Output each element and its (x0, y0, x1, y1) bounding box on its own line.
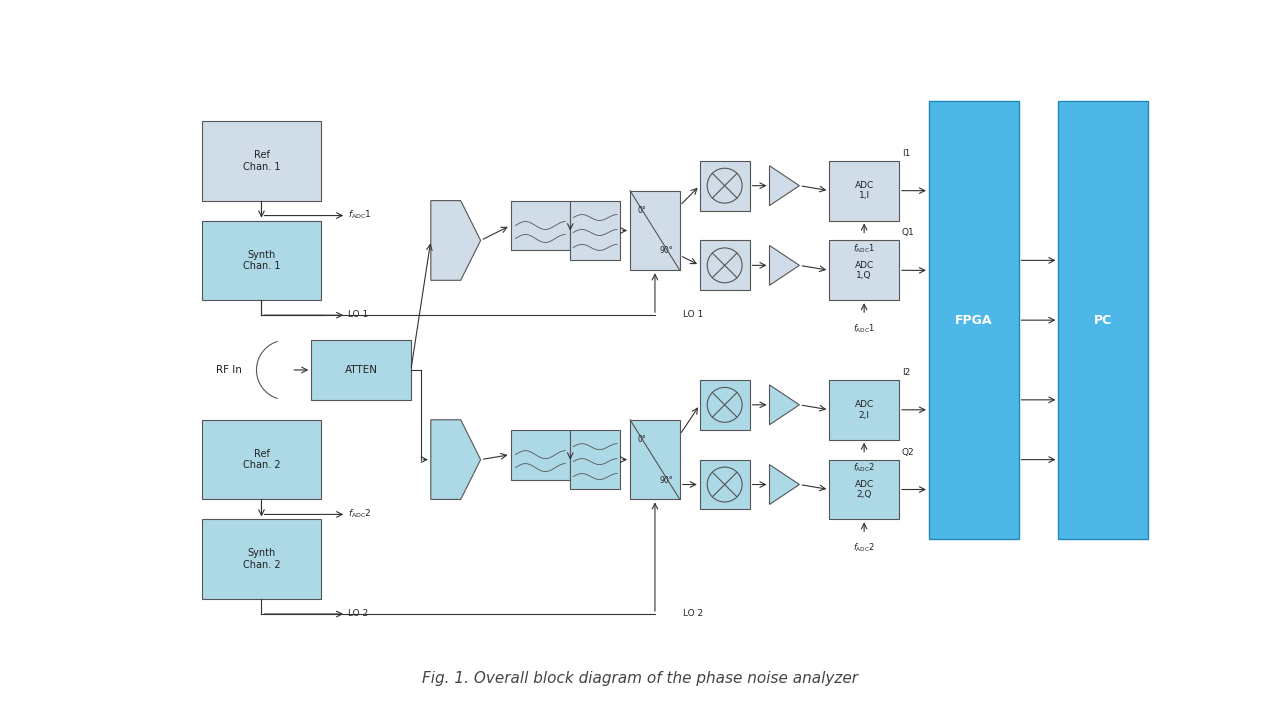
FancyBboxPatch shape (829, 161, 899, 220)
Polygon shape (431, 420, 480, 500)
Polygon shape (769, 246, 800, 285)
Text: Fig. 1. Overall block diagram of the phase noise analyzer: Fig. 1. Overall block diagram of the pha… (422, 671, 858, 686)
FancyBboxPatch shape (311, 340, 411, 400)
Text: $f_{\mathrm{ADC}}$1: $f_{\mathrm{ADC}}$1 (852, 243, 876, 255)
FancyBboxPatch shape (1059, 101, 1148, 539)
FancyBboxPatch shape (571, 201, 620, 261)
FancyBboxPatch shape (929, 101, 1019, 539)
Polygon shape (431, 201, 480, 280)
Text: Q2: Q2 (902, 448, 915, 456)
Text: ADC
1,I: ADC 1,I (855, 181, 874, 200)
Text: 0°: 0° (637, 435, 646, 444)
FancyBboxPatch shape (700, 380, 750, 430)
Text: 90°: 90° (659, 246, 673, 256)
Text: $f_{\mathrm{ADC}}$1: $f_{\mathrm{ADC}}$1 (852, 322, 876, 335)
FancyBboxPatch shape (829, 380, 899, 440)
FancyBboxPatch shape (700, 459, 750, 510)
Text: Ref
Chan. 1: Ref Chan. 1 (243, 150, 280, 171)
Text: $f_{\mathrm{ADC}}$2: $f_{\mathrm{ADC}}$2 (852, 462, 876, 474)
Text: Q1: Q1 (902, 228, 915, 238)
Text: ADC
2,I: ADC 2,I (855, 400, 874, 420)
Polygon shape (769, 166, 800, 206)
Text: Synth
Chan. 1: Synth Chan. 1 (243, 250, 280, 271)
Text: Synth
Chan. 2: Synth Chan. 2 (243, 549, 280, 570)
Text: I2: I2 (902, 368, 910, 377)
FancyBboxPatch shape (202, 420, 321, 500)
Text: ADC
2,Q: ADC 2,Q (855, 480, 874, 499)
FancyBboxPatch shape (202, 121, 321, 201)
Text: RF In: RF In (215, 365, 242, 375)
Text: I1: I1 (902, 149, 910, 158)
FancyBboxPatch shape (202, 519, 321, 599)
FancyBboxPatch shape (700, 161, 750, 210)
Text: Ref
Chan. 2: Ref Chan. 2 (243, 449, 280, 470)
Text: 0°: 0° (637, 206, 646, 215)
Polygon shape (769, 385, 800, 425)
FancyBboxPatch shape (630, 191, 680, 270)
FancyBboxPatch shape (511, 201, 571, 251)
Text: LO 2: LO 2 (348, 608, 369, 618)
FancyBboxPatch shape (630, 420, 680, 500)
Polygon shape (769, 464, 800, 505)
Text: ATTEN: ATTEN (344, 365, 378, 375)
FancyBboxPatch shape (511, 430, 571, 480)
Text: LO 1: LO 1 (348, 310, 369, 319)
Text: $f_{\mathrm{ADC}}$1: $f_{\mathrm{ADC}}$1 (348, 208, 372, 221)
Text: PC: PC (1094, 314, 1112, 327)
FancyBboxPatch shape (829, 240, 899, 300)
FancyBboxPatch shape (571, 430, 620, 490)
Text: $f_{\mathrm{ADC}}$2: $f_{\mathrm{ADC}}$2 (348, 507, 372, 520)
Text: ADC
1,Q: ADC 1,Q (855, 261, 874, 280)
Text: LO 2: LO 2 (682, 608, 703, 618)
Text: $f_{\mathrm{ADC}}$2: $f_{\mathrm{ADC}}$2 (852, 541, 876, 554)
Text: 90°: 90° (659, 475, 673, 485)
FancyBboxPatch shape (700, 240, 750, 290)
FancyBboxPatch shape (829, 459, 899, 519)
FancyBboxPatch shape (202, 220, 321, 300)
Text: FPGA: FPGA (955, 314, 992, 327)
Text: LO 1: LO 1 (682, 310, 703, 319)
